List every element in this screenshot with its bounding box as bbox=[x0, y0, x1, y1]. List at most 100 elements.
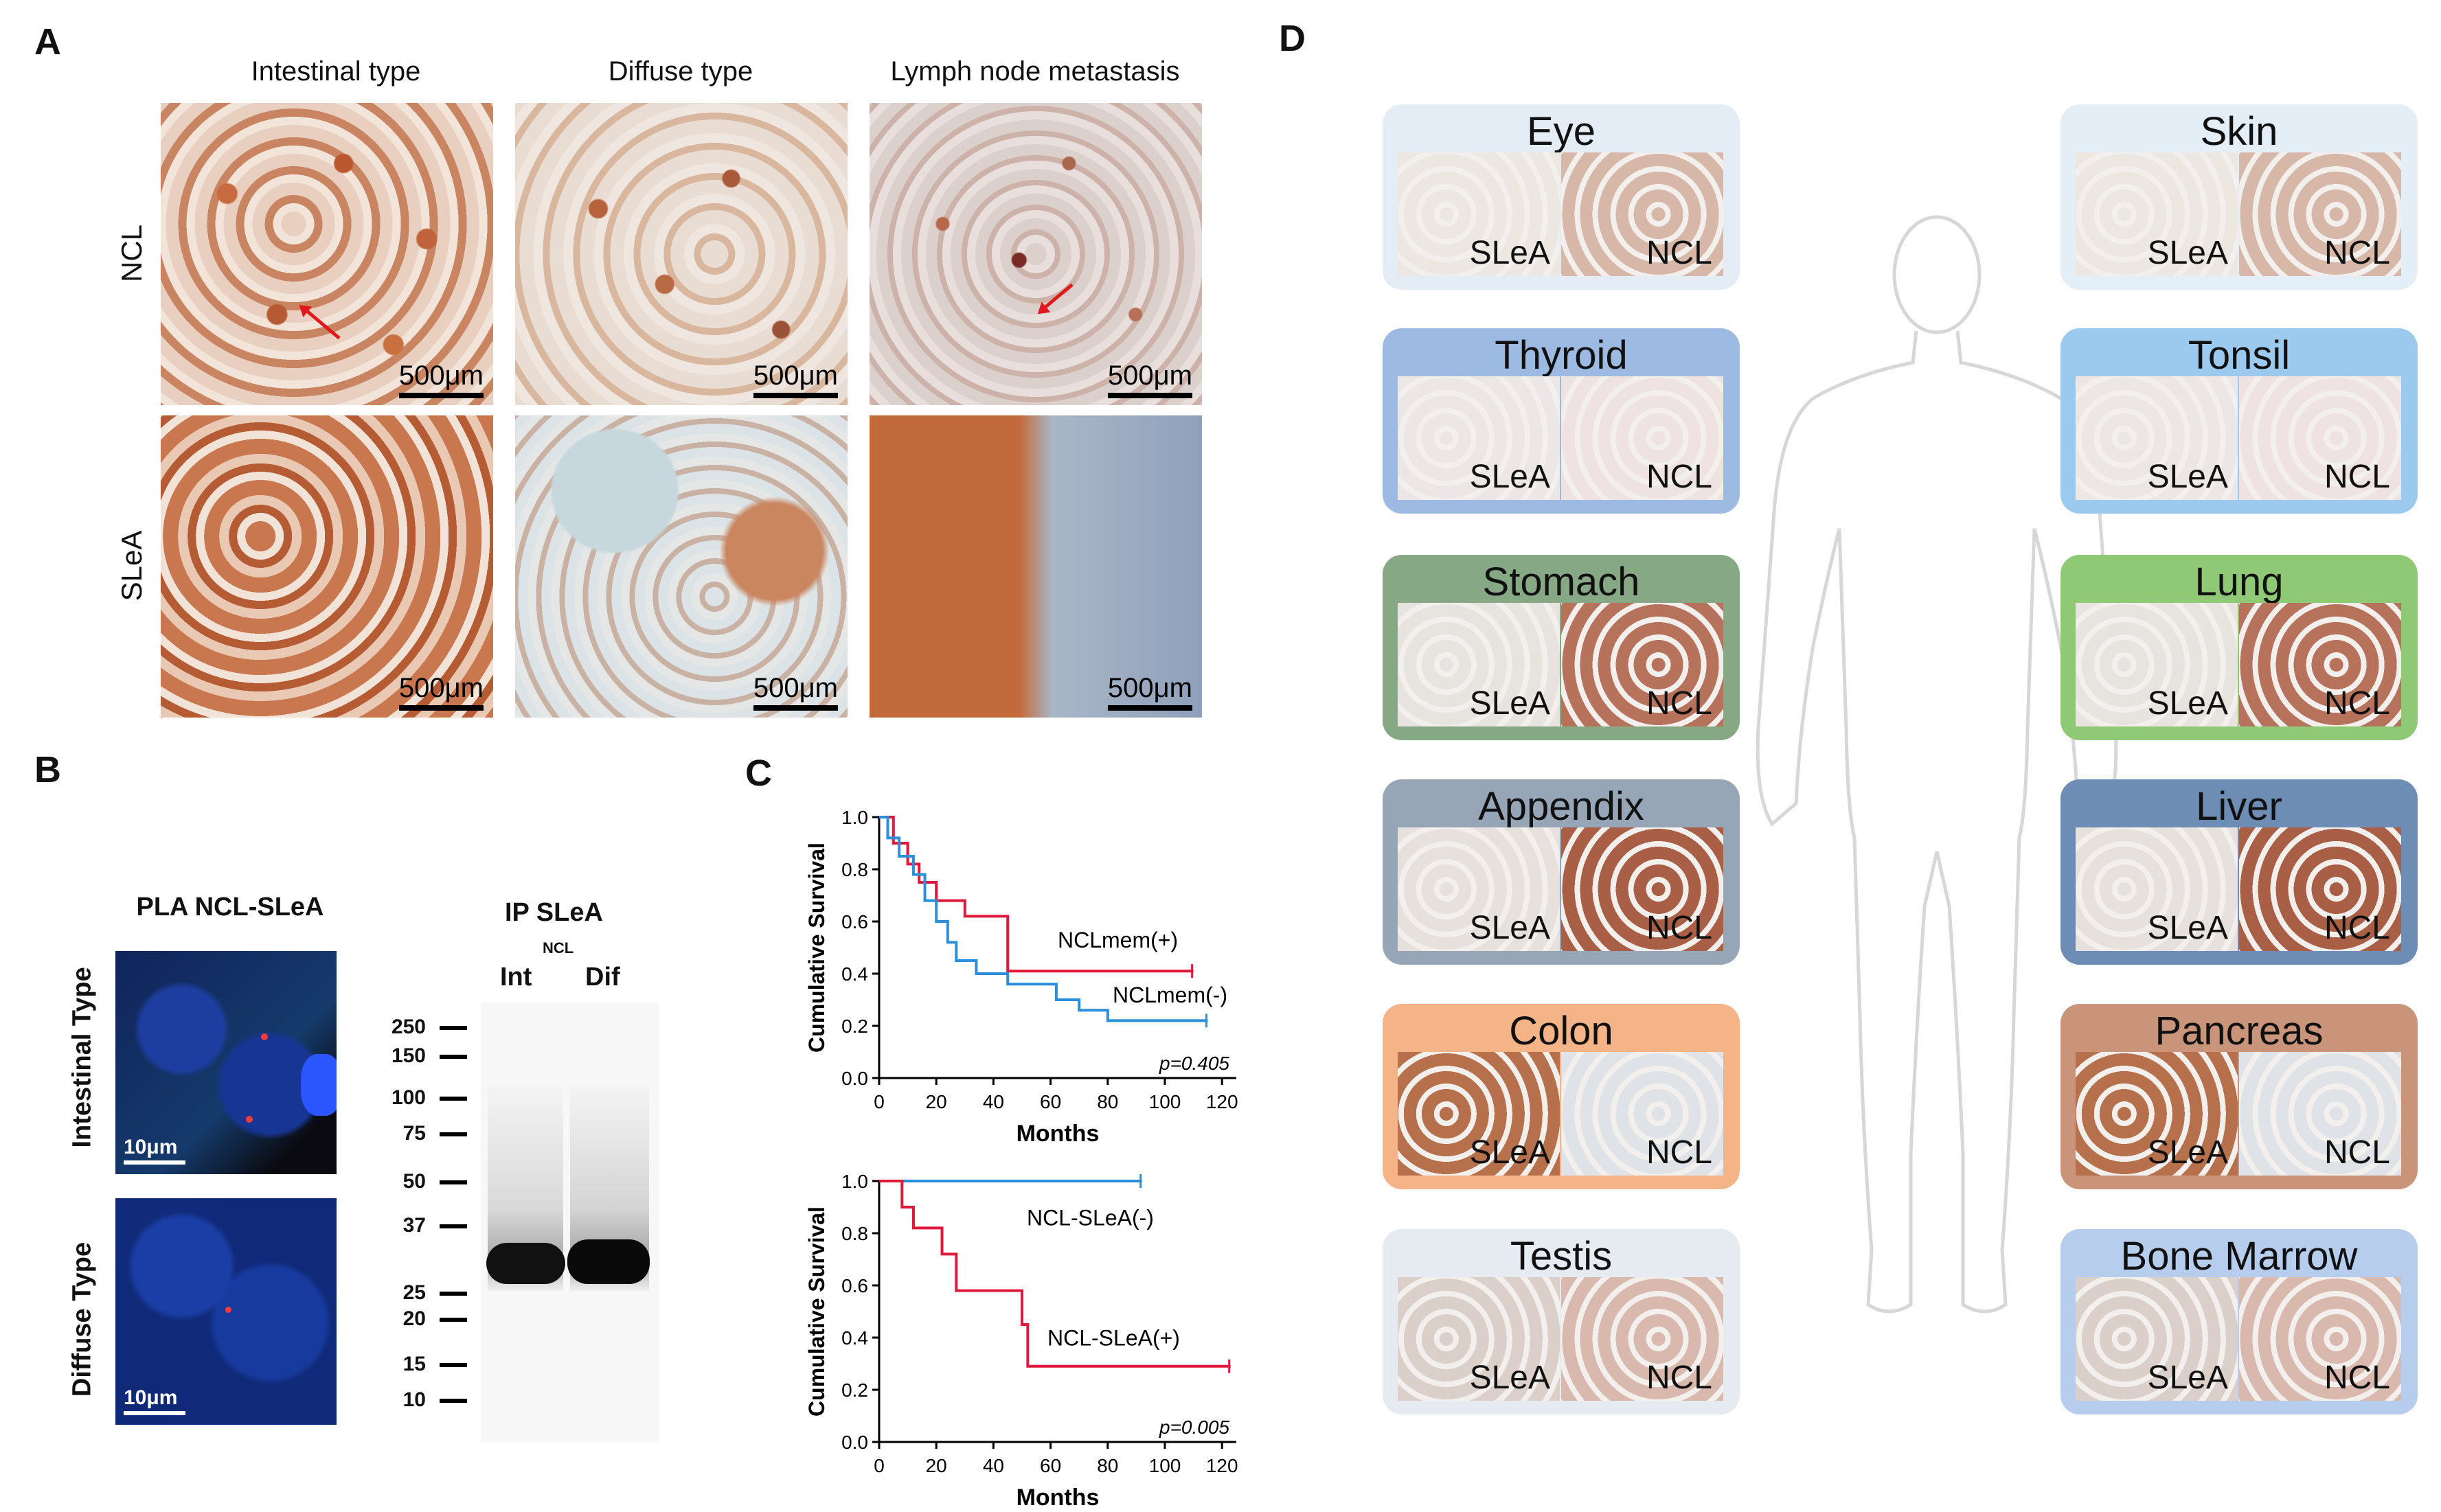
organ-title: Lung bbox=[2194, 560, 2284, 604]
arrow-icon bbox=[301, 306, 341, 340]
scale-bar: 500μm bbox=[753, 360, 838, 398]
y-tick-label: 0.4 bbox=[841, 963, 868, 985]
x-axis-label: Months bbox=[1017, 1485, 1100, 1511]
organ-card-tonsil: Tonsil SLeA NCL bbox=[2060, 328, 2418, 514]
organ-card-pancreas: Pancreas SLeA NCL bbox=[2060, 1004, 2418, 1189]
organ-card-testis: Testis SLeA NCL bbox=[1383, 1229, 1740, 1414]
mw-marker-tick bbox=[440, 1132, 467, 1136]
col-title-lymph: Lymph node metastasis bbox=[890, 56, 1180, 87]
y-tick-label: 1.0 bbox=[841, 1171, 868, 1192]
mw-marker-tick bbox=[440, 1180, 467, 1184]
arrow-icon bbox=[1039, 283, 1074, 312]
slea-stain-image: SLeA bbox=[2076, 1052, 2238, 1176]
micrograph-ncl-lymph: 500μm bbox=[870, 103, 1202, 405]
organ-card-colon: Colon SLeA NCL bbox=[1383, 1004, 1740, 1189]
slea-label: SLeA bbox=[1469, 459, 1550, 495]
slea-label: SLeA bbox=[1469, 235, 1550, 271]
x-tick-label: 120 bbox=[1206, 1455, 1238, 1476]
organ-title: Stomach bbox=[1482, 560, 1640, 604]
ip-title: IP SLeA bbox=[505, 898, 603, 927]
organ-card-appendix: Appendix SLeA NCL bbox=[1383, 779, 1740, 965]
mw-marker-label: 37 bbox=[402, 1214, 426, 1237]
mw-marker-label: 50 bbox=[402, 1170, 426, 1193]
slea-stain-image: SLeA bbox=[2076, 376, 2238, 500]
ncl-stain-image: NCL bbox=[1561, 827, 1723, 951]
slea-label: SLeA bbox=[1469, 910, 1550, 946]
x-tick-label: 40 bbox=[983, 1091, 1004, 1112]
row-label-diffuse-type: Diffuse Type bbox=[67, 1241, 97, 1397]
ncl-label: NCL bbox=[2324, 1360, 2390, 1396]
micrograph-slea-intestinal: 500μm bbox=[161, 415, 493, 718]
ncl-label: NCL bbox=[1646, 1134, 1712, 1171]
nucleus bbox=[301, 1054, 337, 1116]
slea-stain-image: SLeA bbox=[1398, 152, 1560, 276]
panel-c-letter: C bbox=[745, 753, 772, 794]
x-tick-label: 0 bbox=[874, 1455, 885, 1476]
x-tick-label: 40 bbox=[983, 1455, 1004, 1476]
ncl-label: NCL bbox=[2324, 910, 2390, 946]
survival-curve bbox=[879, 816, 1208, 1022]
ncl-stain-image: NCL bbox=[1561, 603, 1723, 726]
mw-marker-label: 150 bbox=[391, 1044, 426, 1067]
band-dif bbox=[567, 1239, 650, 1284]
lane-label-int: Int bbox=[500, 963, 532, 992]
mw-marker-tick bbox=[440, 1097, 467, 1101]
row-label-intestinal-type: Intestinal Type bbox=[67, 967, 97, 1148]
slea-label: SLeA bbox=[1469, 1134, 1550, 1171]
western-blot bbox=[481, 1003, 659, 1442]
y-tick-label: 1.0 bbox=[841, 807, 868, 828]
ncl-label: NCL bbox=[2324, 235, 2390, 271]
fluorescence-intestinal: 10μm bbox=[115, 951, 337, 1174]
mw-marker-tick bbox=[440, 1026, 467, 1030]
ncl-stain-image: NCL bbox=[1561, 1277, 1723, 1401]
col-title-diffuse: Diffuse type bbox=[608, 56, 753, 87]
slea-label: SLeA bbox=[2147, 1134, 2228, 1171]
survival-curve bbox=[879, 816, 1194, 973]
scale-bar: 500μm bbox=[398, 673, 484, 711]
organ-title: Thyroid bbox=[1495, 333, 1628, 378]
pla-title: PLA NCL-SLeA bbox=[136, 893, 324, 921]
slea-stain-image: SLeA bbox=[1398, 1277, 1560, 1401]
organ-title: Colon bbox=[1509, 1009, 1613, 1053]
organ-card-skin: Skin SLeA NCL bbox=[2060, 104, 2418, 290]
mw-marker-label: 20 bbox=[402, 1307, 426, 1330]
p-value: p=0.405 bbox=[1159, 1053, 1229, 1074]
x-tick-label: 80 bbox=[1097, 1455, 1118, 1476]
slea-label: SLeA bbox=[2147, 685, 2228, 722]
scale-bar: 500μm bbox=[1107, 360, 1192, 398]
ncl-stain-image: NCL bbox=[2239, 827, 2401, 951]
y-tick-label: 0.0 bbox=[841, 1068, 868, 1089]
slea-label: SLeA bbox=[1469, 685, 1550, 722]
ncl-label: NCL bbox=[1646, 1360, 1712, 1396]
slea-label: SLeA bbox=[2147, 459, 2228, 495]
survival-curve bbox=[879, 1180, 1231, 1368]
ncl-stain-image: NCL bbox=[1561, 152, 1723, 276]
mw-marker-tick bbox=[440, 1055, 467, 1059]
ncl-stain-image: NCL bbox=[2239, 1277, 2401, 1401]
slea-stain-image: SLeA bbox=[1398, 603, 1560, 726]
organ-card-liver: Liver SLeA NCL bbox=[2060, 779, 2418, 965]
pla-signal-dot bbox=[261, 1033, 268, 1040]
y-tick-label: 0.8 bbox=[841, 859, 868, 880]
slea-stain-image: SLeA bbox=[1398, 827, 1560, 951]
x-tick-label: 100 bbox=[1149, 1455, 1181, 1476]
ncl-stain-image: NCL bbox=[2239, 603, 2401, 726]
x-axis-label: Months bbox=[1017, 1121, 1100, 1147]
organ-title: Skin bbox=[2200, 109, 2278, 154]
series-label: NCL-SLeA(+) bbox=[1047, 1325, 1180, 1350]
organ-card-lung: Lung SLeA NCL bbox=[2060, 555, 2418, 740]
mw-marker-label: 100 bbox=[391, 1086, 426, 1109]
y-axis-label: Cumulative Survival bbox=[804, 843, 829, 1053]
mw-marker-tick bbox=[440, 1224, 467, 1228]
slea-label: SLeA bbox=[2147, 910, 2228, 946]
y-tick-label: 0.6 bbox=[841, 1275, 868, 1296]
slea-stain-image: SLeA bbox=[2076, 152, 2238, 276]
ncl-stain-image: NCL bbox=[2239, 152, 2401, 276]
ip-subtitle: NCL bbox=[543, 939, 574, 957]
organ-title: Pancreas bbox=[2155, 1009, 2324, 1053]
slea-label: SLeA bbox=[2147, 235, 2228, 271]
slea-label: SLeA bbox=[1469, 1360, 1550, 1396]
ncl-label: NCL bbox=[2324, 459, 2390, 495]
ncl-stain-image: NCL bbox=[2239, 1052, 2401, 1176]
scale-bar: 500μm bbox=[753, 673, 838, 711]
